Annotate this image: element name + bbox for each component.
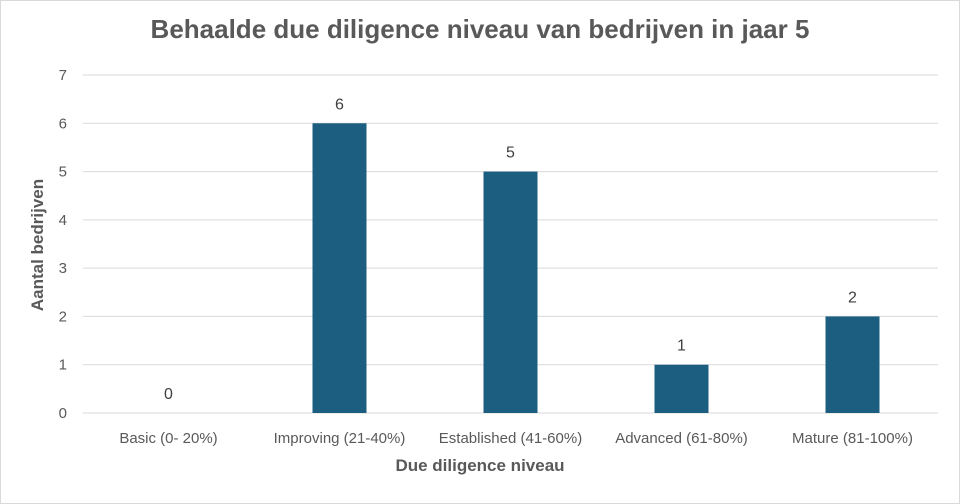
y-tick-labels: 0 1 2 3 4 5 6 7 (59, 67, 67, 422)
y-tick-label: 1 (59, 357, 67, 374)
bar-4 (825, 316, 880, 413)
x-tick-label: Improving (21-40%) (274, 430, 406, 447)
chart-title: Behaalde due diligence niveau van bedrij… (150, 14, 810, 44)
x-tick-labels: Basic (0- 20%) Improving (21-40%) Establis… (119, 430, 913, 447)
y-tick-label: 0 (59, 405, 67, 422)
x-axis-title: Due diligence niveau (395, 456, 565, 475)
data-label: 6 (335, 96, 344, 113)
data-label: 1 (677, 338, 686, 355)
bars (312, 123, 880, 414)
y-tick-label: 6 (59, 115, 67, 132)
data-label: 2 (848, 289, 857, 306)
y-axis-title: Aantal bedrijven (28, 178, 47, 312)
data-label: 5 (506, 145, 515, 162)
x-tick-label: Advanced (61-80%) (615, 430, 748, 447)
y-tick-label: 3 (59, 260, 67, 277)
x-tick-label: Established (41-60%) (439, 430, 582, 447)
x-tick-label: Mature (81-100%) (792, 430, 913, 447)
y-tick-label: 4 (59, 212, 67, 229)
y-tick-label: 2 (59, 308, 67, 325)
bar-2 (483, 171, 538, 413)
bar-1 (312, 123, 367, 414)
data-label: 0 (164, 386, 173, 403)
data-labels: 0 6 5 1 2 (164, 96, 857, 403)
y-tick-label: 7 (59, 67, 67, 84)
x-tick-label: Basic (0- 20%) (119, 430, 217, 447)
bar-3 (654, 364, 709, 413)
y-tick-label: 5 (59, 164, 67, 181)
